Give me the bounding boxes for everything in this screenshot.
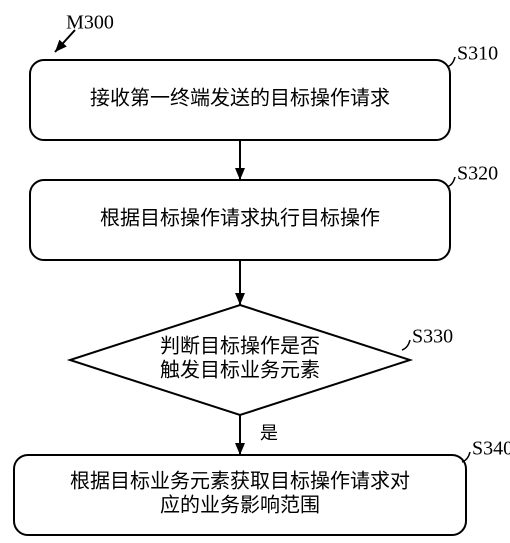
node-s320-line0: 根据目标操作请求执行目标操作 [100, 207, 380, 230]
node-s340-line1: 应的业务影响范围 [160, 494, 320, 517]
tag-s340: S340 [472, 438, 510, 460]
tag-s320: S320 [457, 163, 498, 185]
node-s330-line1: 触发目标业务元素 [160, 359, 320, 382]
tag-s330: S330 [412, 326, 453, 348]
tag-s310: S310 [457, 43, 498, 65]
header-label: M300 [66, 12, 114, 34]
node-s310-line0: 接收第一终端发送的目标操作请求 [90, 87, 390, 110]
flowchart: M300 接收第一终端发送的目标操作请求 S310 根据目标操作请求执行目标操作 S32… [0, 0, 510, 543]
node-s330-line0: 判断目标操作是否 [160, 335, 320, 358]
node-s340-line0: 根据目标业务元素获取目标操作请求对 [70, 470, 410, 493]
edge-label-s330-s340: 是 [260, 423, 278, 443]
